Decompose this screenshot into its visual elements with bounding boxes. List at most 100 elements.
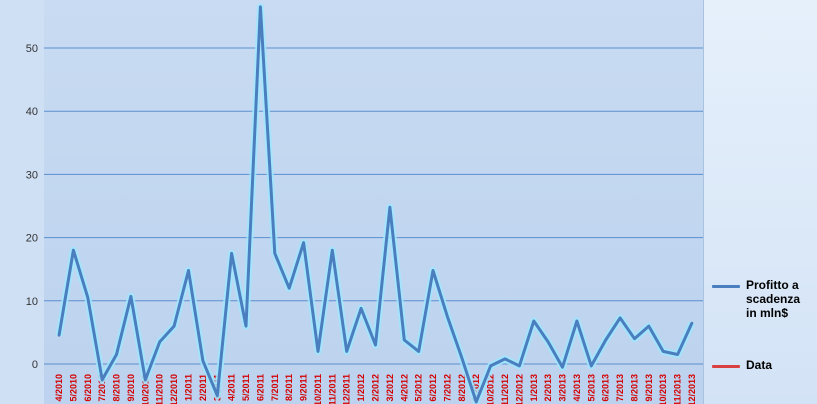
data-point	[662, 350, 665, 353]
x-tick-label: 4/2011	[227, 374, 237, 401]
x-tick-label: 7/2011	[270, 374, 280, 401]
x-tick-label: 2/2013	[543, 374, 553, 402]
data-point	[331, 249, 334, 252]
data-point	[460, 356, 464, 359]
data-point	[316, 350, 320, 353]
legend-swatch-0	[712, 285, 740, 288]
data-point	[431, 269, 435, 272]
y-tick-label: 10	[26, 296, 38, 308]
data-point	[216, 394, 219, 397]
data-point	[158, 340, 161, 344]
data-point	[446, 315, 449, 318]
x-tick-label: 9/2013	[644, 374, 654, 402]
data-point	[345, 350, 348, 353]
data-point	[187, 269, 190, 272]
x-tick-label: 5/2010	[68, 374, 78, 402]
x-tick-label: 4/2012	[399, 374, 409, 402]
legend-item-0: Profitto a scadenza in mln$	[712, 278, 814, 320]
data-point	[57, 334, 61, 337]
x-tick-label: 2/2012	[371, 374, 381, 402]
data-point	[72, 249, 75, 252]
data-point	[230, 252, 233, 255]
x-tick-label: 12/2011	[342, 374, 352, 404]
y-tick-label: 30	[26, 169, 38, 181]
legend-label-0: Profitto a scadenza in mln$	[746, 278, 801, 320]
x-tick-label: 11/2012	[500, 374, 510, 404]
data-point	[633, 337, 636, 340]
data-point	[590, 364, 593, 368]
x-tick-label: 8/2012	[457, 374, 467, 402]
data-point	[374, 343, 377, 347]
y-tick-label: 20	[26, 233, 38, 245]
x-tick-label: 8/2010	[112, 374, 122, 402]
x-tick-label: 9/2010	[126, 374, 136, 402]
x-tick-label: 8/2011	[284, 374, 294, 401]
x-tick-label: 7/2012	[442, 374, 452, 402]
x-tick-label: 10/2010	[140, 374, 150, 404]
data-point	[115, 353, 118, 356]
data-point	[403, 338, 406, 342]
x-tick-label: 6/2011	[255, 374, 265, 401]
data-point	[518, 364, 521, 368]
data-point	[676, 353, 679, 356]
x-tick-label: 2/2011	[198, 374, 208, 401]
x-tick-label: 1/2011	[183, 374, 193, 401]
x-tick-label: 6/2012	[428, 374, 438, 402]
x-tick-label: 11/2010	[155, 374, 165, 404]
data-point	[561, 365, 564, 369]
data-point	[201, 359, 205, 363]
x-tick-label: 9/2011	[299, 374, 309, 401]
x-tick-label: 1/2013	[529, 374, 539, 402]
x-tick-label: 9/2012	[471, 374, 481, 402]
legend: Profitto a scadenza in mln$ Data	[703, 0, 817, 404]
x-tick-label: 12/2010	[169, 374, 179, 404]
x-tick-label: 10/2013	[658, 374, 668, 404]
legend-label-1: Data	[746, 358, 773, 372]
data-point	[100, 378, 104, 381]
x-tick-label: 8/2013	[629, 374, 639, 402]
legend-item-1: Data	[712, 358, 814, 372]
data-point	[618, 316, 622, 320]
data-point	[86, 296, 89, 299]
x-tick-label: 5/2012	[414, 374, 424, 402]
x-tick-label: 11/2013	[673, 374, 683, 404]
x-tick-label: 12/2012	[514, 374, 524, 404]
x-tick-label: 7/2010	[97, 374, 107, 402]
data-point	[575, 319, 579, 323]
data-point	[287, 286, 291, 290]
x-tick-label: 4/2010	[54, 374, 64, 402]
data-point	[475, 400, 478, 404]
y-tick-label: 0	[32, 359, 38, 371]
data-point	[532, 319, 535, 323]
x-tick-label: 4/2013	[572, 374, 582, 402]
y-tick-label: 50	[26, 43, 38, 55]
x-tick-label: 5/2013	[586, 374, 596, 402]
x-tick-label: 6/2010	[83, 374, 93, 402]
x-tick-label: 12/2013	[687, 374, 697, 404]
data-point	[690, 321, 694, 325]
x-tick-label: 10/2012	[486, 374, 496, 404]
data-point	[259, 5, 262, 9]
x-tick-label: 3/2013	[558, 374, 568, 402]
data-point	[302, 241, 305, 244]
data-point	[604, 338, 607, 342]
x-tick-label: 10/2011	[313, 374, 323, 404]
y-tick-label: 40	[26, 106, 38, 118]
x-tick-label: 11/2011	[327, 374, 337, 404]
data-point	[489, 364, 492, 368]
data-point	[546, 340, 550, 344]
x-tick-label: 6/2013	[601, 374, 611, 402]
data-point	[417, 350, 420, 353]
data-point	[503, 357, 507, 361]
x-tick-label: 5/2011	[241, 374, 251, 401]
data-point	[172, 324, 176, 328]
data-point	[647, 324, 651, 328]
data-point	[359, 307, 363, 310]
x-tick-label: 7/2013	[615, 374, 625, 402]
x-tick-label: 3/2012	[385, 374, 395, 402]
data-point	[144, 378, 147, 381]
data-point	[129, 295, 133, 298]
data-point	[388, 206, 392, 209]
